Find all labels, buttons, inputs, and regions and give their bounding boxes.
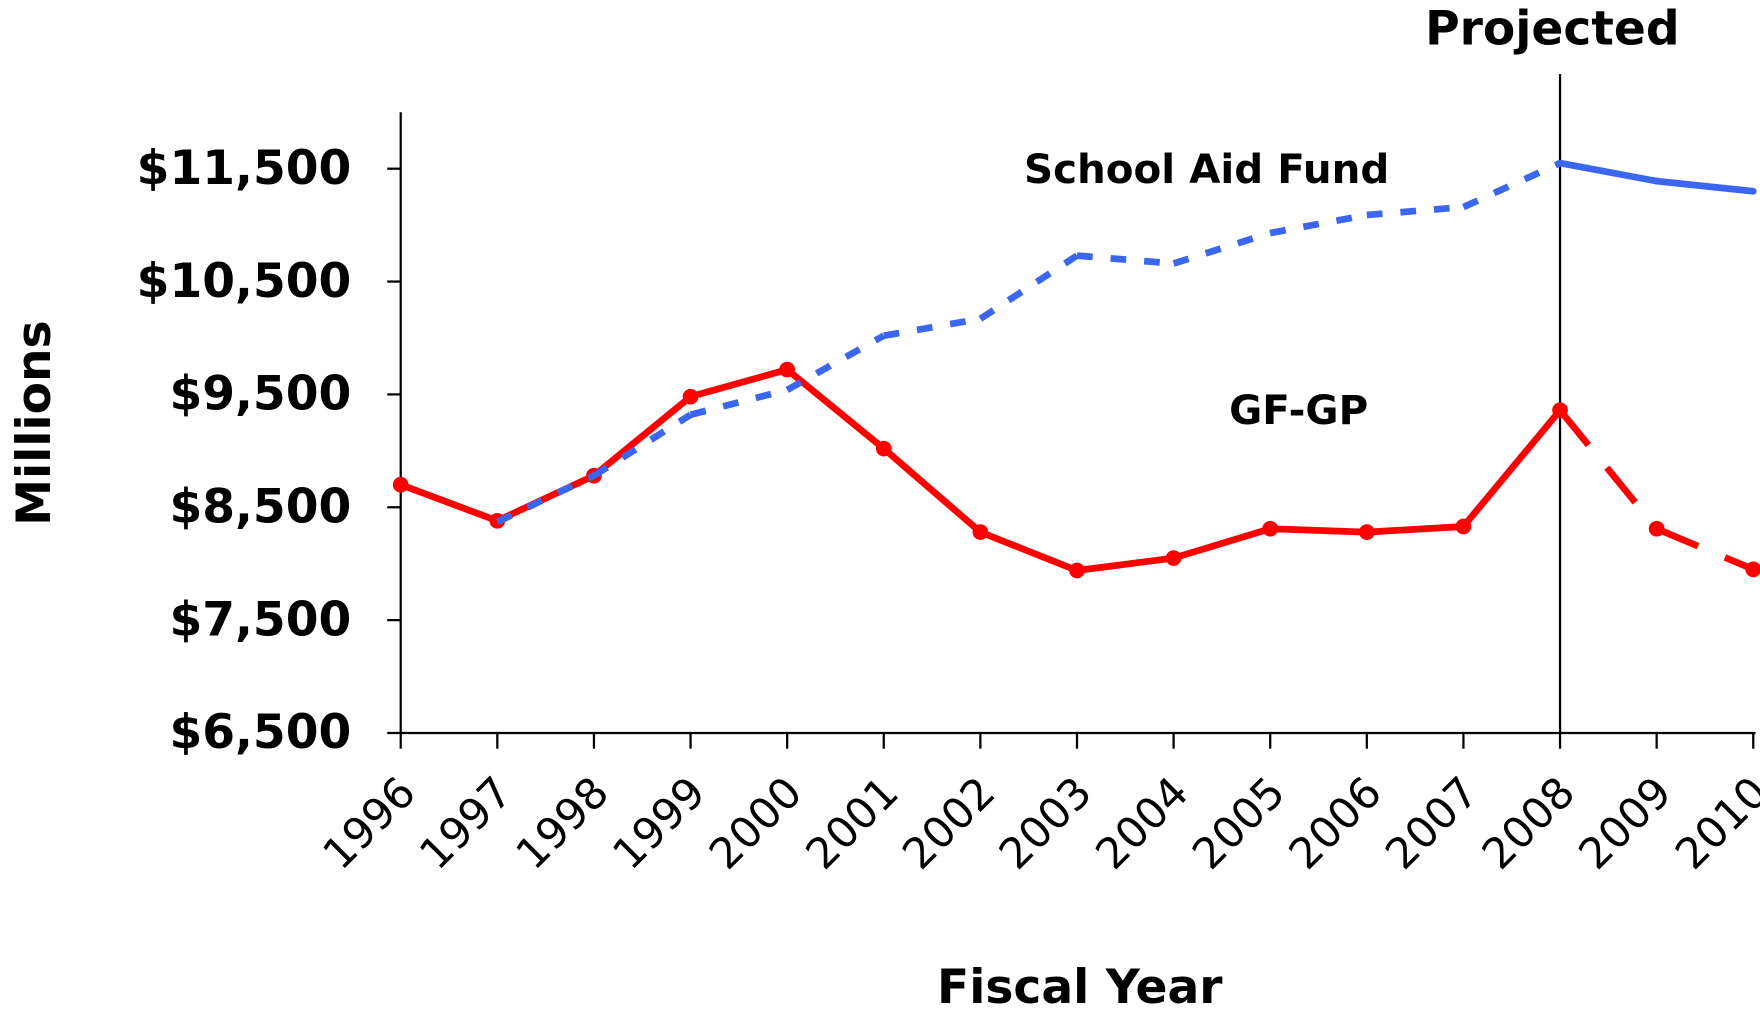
series-segment bbox=[1269, 211, 1368, 237]
series-segment bbox=[1073, 554, 1177, 574]
x-tick-label: 2005 bbox=[1183, 767, 1295, 879]
x-axis-title: Fiscal Year bbox=[937, 960, 1223, 1015]
x-tick-label: 2001 bbox=[797, 767, 909, 879]
series-segment bbox=[590, 393, 694, 480]
y-tick-label: $9,500 bbox=[169, 367, 351, 422]
series-segment bbox=[1653, 177, 1757, 195]
x-tick-label: 2007 bbox=[1376, 767, 1488, 879]
series-segment bbox=[1655, 525, 1755, 573]
y-tick-label: $6,500 bbox=[169, 705, 351, 760]
x-tick-label: 2006 bbox=[1280, 767, 1392, 879]
x-tick-label: 2000 bbox=[700, 767, 812, 879]
series-segment bbox=[1363, 523, 1467, 536]
point-marker bbox=[875, 440, 892, 457]
series-segment bbox=[1556, 159, 1661, 185]
point-marker bbox=[1262, 520, 1279, 537]
series-segment bbox=[1172, 229, 1272, 267]
y-tick-label: $7,500 bbox=[169, 592, 351, 647]
point-marker bbox=[1165, 550, 1182, 566]
series-segment bbox=[977, 528, 1081, 574]
y-tick-label: $8,500 bbox=[169, 480, 351, 535]
point-marker bbox=[682, 388, 699, 405]
x-tick-label: 2003 bbox=[990, 767, 1102, 879]
series-segment bbox=[1266, 525, 1371, 536]
x-tick-label: 1997 bbox=[410, 767, 522, 879]
x-tick-label: 2009 bbox=[1569, 767, 1681, 879]
series-segment bbox=[1076, 252, 1174, 267]
point-marker bbox=[1069, 562, 1085, 579]
series-segment bbox=[880, 445, 984, 536]
point-marker bbox=[1358, 524, 1375, 540]
series-segment bbox=[1557, 408, 1660, 531]
point-marker bbox=[1552, 402, 1568, 419]
series-segment bbox=[1366, 203, 1464, 219]
x-tick-label: 2002 bbox=[893, 767, 1005, 879]
series-segment bbox=[1462, 159, 1562, 211]
point-marker bbox=[1745, 561, 1760, 578]
point-marker bbox=[1648, 520, 1665, 537]
x-tick-label: 2004 bbox=[1086, 767, 1198, 879]
series-label: School Aid Fund bbox=[1024, 145, 1389, 193]
series-segment bbox=[783, 366, 888, 452]
point-marker bbox=[1455, 518, 1472, 535]
series-segment bbox=[687, 366, 791, 401]
x-tick-label: 1998 bbox=[507, 767, 619, 879]
projected-annotation: Projected bbox=[1425, 1, 1679, 56]
series-segment bbox=[1170, 525, 1274, 562]
series-segment bbox=[883, 315, 981, 340]
series-segment bbox=[493, 472, 598, 525]
x-tick-label: 1996 bbox=[314, 767, 426, 879]
y-tick-label: $10,500 bbox=[137, 254, 352, 309]
point-marker bbox=[392, 476, 409, 493]
series-label: GF-GP bbox=[1229, 386, 1368, 434]
point-marker bbox=[972, 524, 989, 540]
series-segment bbox=[1460, 406, 1564, 530]
y-tick-label: $11,500 bbox=[137, 141, 352, 196]
series-segment bbox=[397, 481, 501, 525]
point-marker bbox=[779, 361, 796, 378]
y-axis-title: Millions bbox=[7, 320, 62, 525]
x-tick-label: 2010 bbox=[1666, 767, 1760, 879]
series-segment bbox=[978, 252, 1079, 322]
x-tick-label: 1999 bbox=[603, 767, 715, 879]
x-tick-label: 2008 bbox=[1473, 767, 1585, 879]
